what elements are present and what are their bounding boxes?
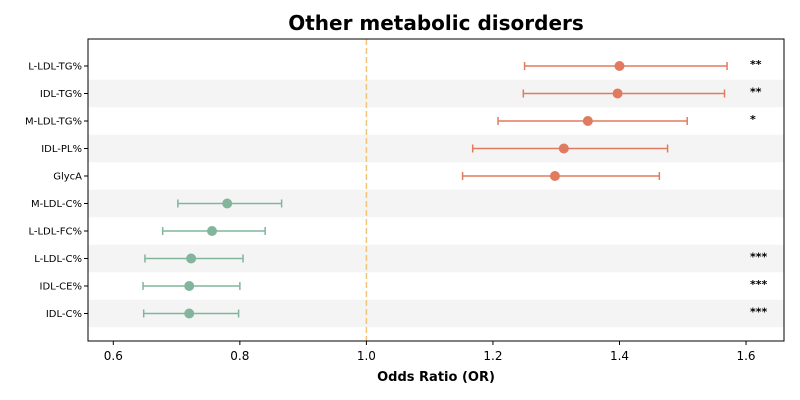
forest-row: M-LDL-C% [31, 198, 283, 210]
point-estimate [184, 308, 195, 319]
significance-marker: ** [750, 58, 762, 71]
forest-row: IDL-PL% [41, 143, 669, 155]
x-tick-label: 1.0 [357, 349, 376, 363]
point-estimate [222, 198, 233, 209]
forest-row: L-LDL-C% *** [34, 251, 767, 266]
row-band [88, 134, 784, 163]
row-label: GlycA [53, 172, 82, 183]
x-tick-label: 0.8 [230, 349, 249, 363]
point-estimate [207, 226, 218, 236]
row-label: M-LDL-TG% [25, 117, 82, 128]
x-tick-label: 1.6 [736, 349, 755, 363]
row-label: L-LDL-C% [34, 254, 82, 265]
forest-row: L-LDL-TG% ** [28, 58, 761, 73]
row-label: IDL-TG% [40, 89, 82, 100]
x-tick-label: 1.2 [483, 349, 502, 363]
point-estimate [582, 116, 593, 126]
forest-row: L-LDL-FC% [28, 226, 266, 238]
significance-marker: *** [750, 278, 768, 291]
x-axis-label: Odds Ratio (OR) [377, 370, 495, 385]
significance-marker: *** [750, 251, 768, 264]
row-label: IDL-CE% [40, 282, 82, 293]
row-label: IDL-C% [46, 309, 82, 320]
row-label: L-LDL-FC% [28, 227, 82, 238]
significance-marker: ** [750, 86, 762, 99]
data-rows: L-LDL-TG% ** IDL-TG% ** M-LDL-TG% * IDL-PL% Gly… [25, 58, 767, 320]
forest-row: M-LDL-TG% * [25, 113, 756, 128]
point-estimate [614, 61, 625, 71]
forest-row: IDL-TG% ** [40, 86, 762, 101]
row-label: IDL-PL% [41, 144, 82, 155]
point-estimate [558, 143, 569, 154]
significance-marker: * [750, 113, 756, 126]
forest-row: IDL-C% *** [46, 306, 768, 321]
significance-marker: *** [750, 306, 768, 319]
chart-title: Other metabolic disorders [288, 11, 584, 35]
x-tick-label: 1.4 [610, 349, 629, 363]
row-label: M-LDL-C% [31, 199, 82, 210]
x-tick-label: 0.6 [104, 349, 123, 363]
row-label: L-LDL-TG% [28, 62, 82, 73]
forest-row: IDL-CE% *** [40, 278, 768, 293]
point-estimate [549, 171, 560, 181]
plot-frame [87, 38, 785, 342]
point-estimate [612, 88, 623, 99]
x-axis: 0.6 0.8 1.0 1.2 1.4 1.6 [104, 341, 756, 363]
forest-row: GlycA [53, 171, 661, 183]
point-estimate [184, 281, 195, 291]
point-estimate [186, 253, 197, 264]
